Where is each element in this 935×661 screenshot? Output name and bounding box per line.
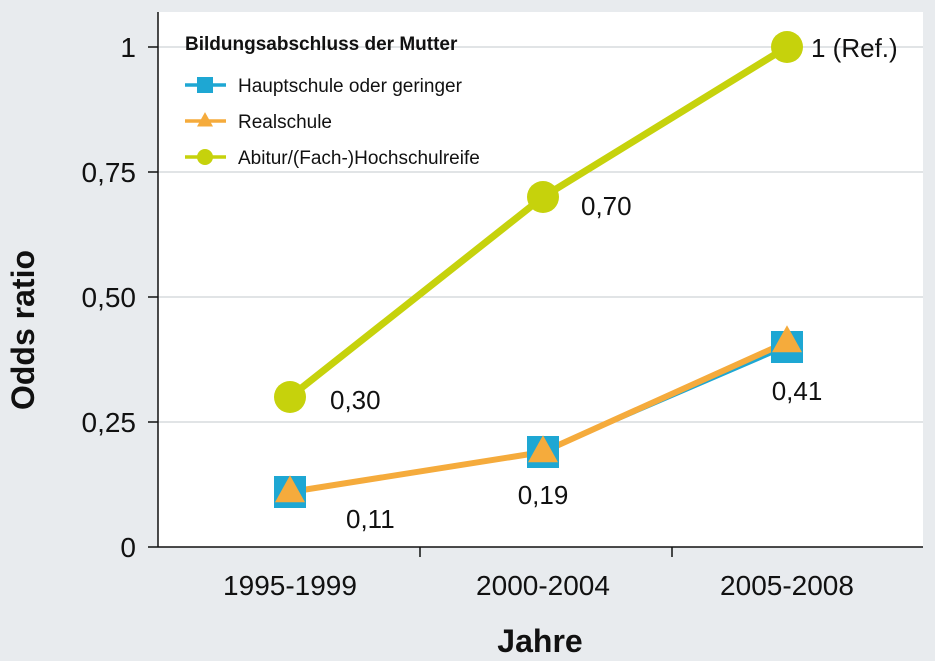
y-ticks: 0 0,25 0,50 0,75 1 <box>82 32 158 563</box>
x-tick-label: 2005-2008 <box>720 570 854 601</box>
y-tick-label: 0 <box>120 532 136 563</box>
axes <box>157 12 923 548</box>
data-labels: 0,30 0,70 1 (Ref.) 0,11 0,19 0,41 <box>330 33 898 534</box>
legend-swatch-marker <box>197 77 213 93</box>
data-label: 0,19 <box>518 480 569 510</box>
legend: Bildungsabschluss der Mutter Hauptschule… <box>185 34 480 169</box>
data-label: 0,11 <box>346 504 395 534</box>
y-tick-label: 0,25 <box>82 407 137 438</box>
grid-lines <box>158 46 923 423</box>
x-tick-label: 1995-1999 <box>223 570 357 601</box>
data-label: 0,30 <box>330 385 381 415</box>
legend-entry: Hauptschule oder geringer <box>238 76 463 97</box>
x-ticks: 1995-1999 2000-2004 2005-2008 <box>223 547 854 601</box>
y-axis-title: Odds ratio <box>5 250 41 410</box>
data-label: 0,70 <box>581 191 632 221</box>
legend-items: Hauptschule oder geringer Realschule Abitu… <box>185 76 480 169</box>
legend-entry: Realschule <box>238 112 332 133</box>
x-tick-label: 2000-2004 <box>476 570 610 601</box>
data-point <box>274 381 306 413</box>
legend-title: Bildungsabschluss der Mutter <box>185 34 458 55</box>
data-point <box>528 435 558 463</box>
series-markers <box>274 31 803 508</box>
y-tick-label: 0,50 <box>82 282 137 313</box>
y-tick-label: 0,75 <box>82 157 137 188</box>
data-point <box>527 181 559 213</box>
legend-swatch-marker <box>197 149 213 165</box>
data-point <box>771 31 803 63</box>
legend-entry: Abitur/(Fach-)Hochschulreife <box>238 148 480 169</box>
data-label: 1 (Ref.) <box>811 33 898 63</box>
data-point <box>772 325 802 353</box>
y-tick-label: 1 <box>120 32 136 63</box>
x-axis-title: Jahre <box>497 623 582 659</box>
data-label: 0,41 <box>772 376 823 406</box>
legend-swatch-marker <box>197 112 213 127</box>
data-point <box>275 475 305 503</box>
